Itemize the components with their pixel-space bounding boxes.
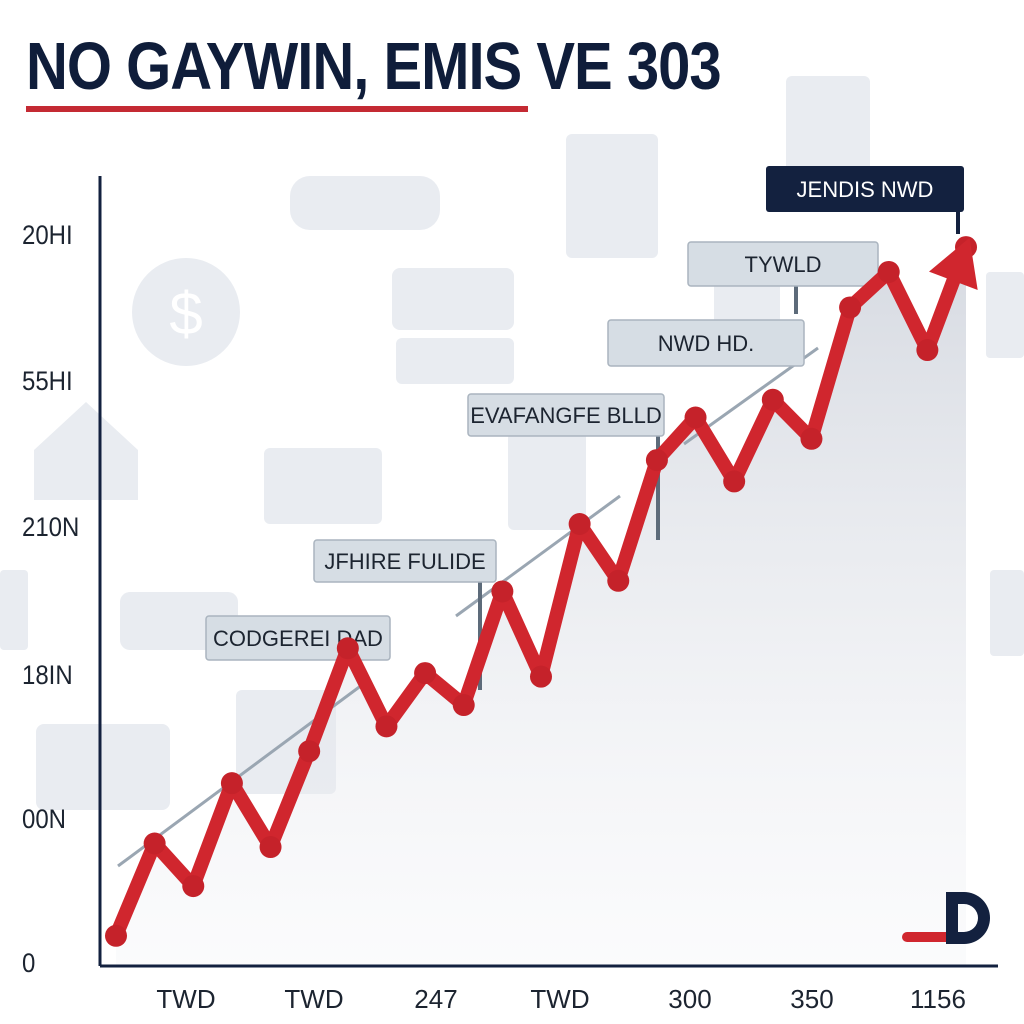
data-point xyxy=(800,427,823,450)
y-tick-label: 00N xyxy=(22,805,66,834)
data-point xyxy=(259,836,282,859)
callout-label: JFHIRE FULIDE xyxy=(324,549,485,574)
area-fill xyxy=(116,247,966,967)
callout-box xyxy=(313,539,497,583)
tower-icon xyxy=(990,570,1024,656)
office-icon xyxy=(508,432,586,530)
arrow-head xyxy=(929,237,978,290)
data-point xyxy=(916,339,939,362)
callout-label: NWD HD. xyxy=(658,331,755,356)
building-icon xyxy=(566,134,658,258)
y-tick-label: 55HI xyxy=(22,367,73,396)
callout-box xyxy=(687,241,879,287)
house-icon xyxy=(34,402,138,500)
data-point xyxy=(220,772,243,795)
data-point xyxy=(375,715,398,738)
dollar-glyph: $ xyxy=(169,280,202,347)
callout-label: JENDIS NWD xyxy=(797,177,934,202)
x-tick-labels: TWD TWD 247 TWD 300 350 1156 xyxy=(156,984,966,1014)
data-point xyxy=(568,513,591,535)
callout-label: TYWLD xyxy=(745,252,822,277)
factory-icon xyxy=(36,724,170,810)
callout-label: EVAFANGFE BLLD xyxy=(470,403,662,428)
callout-box xyxy=(766,166,964,212)
title-underline xyxy=(26,106,528,112)
brand-logo xyxy=(902,892,990,944)
x-tick-label: TWD xyxy=(284,984,343,1014)
data-point xyxy=(298,740,321,763)
y-tick-label: 20HI xyxy=(22,221,73,250)
data-point xyxy=(839,296,862,319)
car-icon xyxy=(290,176,440,230)
data-point xyxy=(761,388,784,411)
data-points xyxy=(105,236,977,947)
data-point xyxy=(143,832,166,855)
building-icon xyxy=(786,76,870,188)
y-tick-label: 0 xyxy=(22,949,35,978)
dollar-icon xyxy=(132,258,240,366)
data-point xyxy=(491,580,514,603)
data-point xyxy=(336,637,359,660)
data-point xyxy=(414,662,437,685)
y-tick-labels: 0 00N 18IN 210N 55HI 20HI xyxy=(22,221,79,978)
x-tick-label: 350 xyxy=(790,984,833,1014)
data-point xyxy=(530,665,552,688)
tower-icon xyxy=(0,570,28,650)
callout-box xyxy=(467,393,665,437)
page-title: NO GAYWIN, EMIS VE 303 xyxy=(26,29,722,104)
data-point xyxy=(723,470,746,493)
data-point xyxy=(877,260,900,283)
data-point xyxy=(684,406,707,429)
data-point xyxy=(607,569,630,592)
x-tick-label: TWD xyxy=(156,984,215,1014)
monitor-icon xyxy=(392,268,514,330)
background-decoration: $ xyxy=(0,76,1024,810)
x-tick-label: 300 xyxy=(668,984,711,1014)
trend-line xyxy=(455,494,621,618)
data-point xyxy=(105,924,127,947)
x-tick-label: TWD xyxy=(530,984,589,1014)
data-point xyxy=(645,449,668,472)
callout-box xyxy=(607,319,805,367)
tower-icon xyxy=(986,272,1024,358)
data-point xyxy=(182,875,205,898)
x-tick-label: 1156 xyxy=(910,984,966,1014)
truck-icon xyxy=(264,448,382,524)
x-tick-label: 247 xyxy=(414,984,457,1014)
data-point xyxy=(452,694,475,717)
keyboard-icon xyxy=(396,338,514,384)
y-tick-label: 18IN xyxy=(22,661,73,690)
y-tick-label: 210N xyxy=(22,513,79,542)
